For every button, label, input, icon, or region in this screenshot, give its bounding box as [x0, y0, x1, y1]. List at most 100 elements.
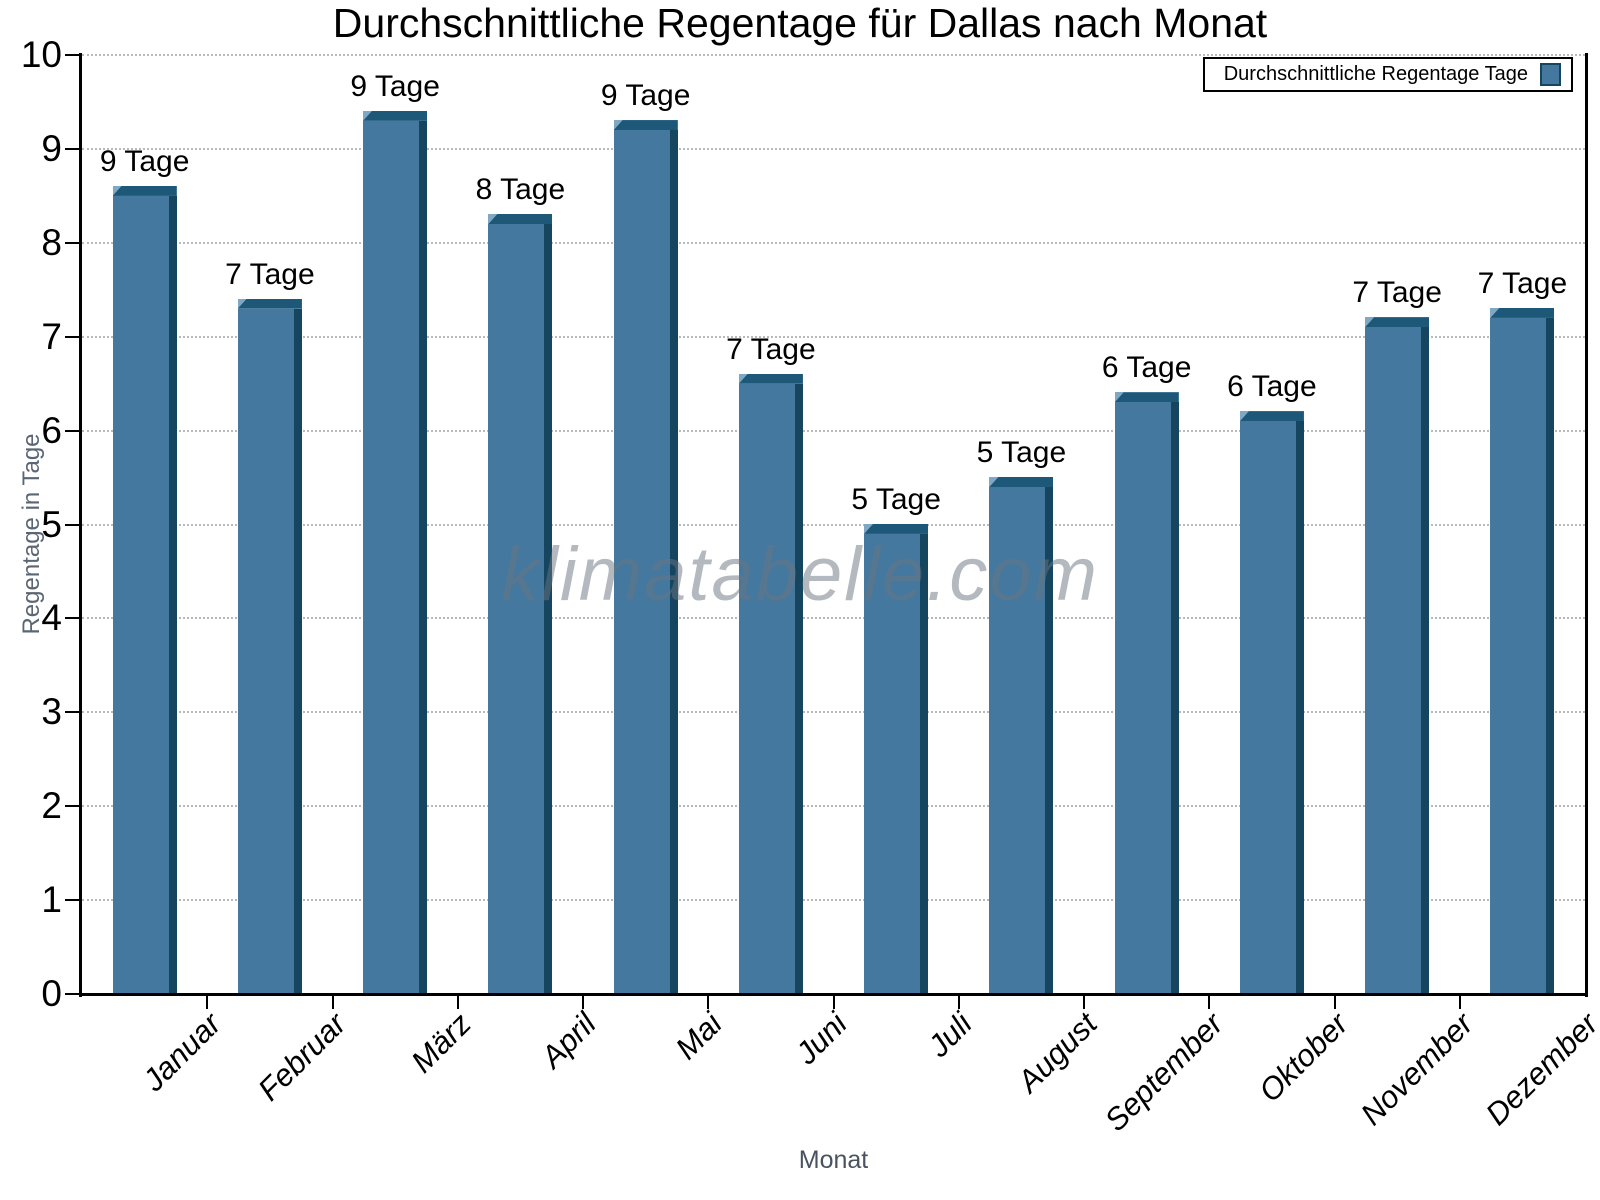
y-tick-9 — [65, 147, 80, 150]
y-tick-3 — [65, 711, 80, 714]
bar-cap-top-Oktober — [1239, 411, 1304, 422]
bar-cap-top-April — [488, 214, 553, 225]
bar-Juni — [738, 383, 795, 994]
bar-cap-September — [1114, 392, 1179, 403]
bar-side-Mai — [669, 130, 678, 994]
bar-value-label-Februar: 7 Tage — [225, 257, 315, 291]
bar-Oktober — [1239, 421, 1296, 994]
gridline-y-5 — [82, 523, 1585, 526]
x-axis-line — [79, 993, 1588, 996]
bar-side-Juli — [920, 533, 929, 994]
y-tick-label-4: 4 — [41, 597, 62, 639]
gridline-y-2 — [82, 805, 1585, 808]
gridline-y-1 — [82, 899, 1585, 902]
bar-side-Januar — [168, 195, 177, 994]
bar-cap-top-März — [363, 110, 428, 121]
bar-Januar — [112, 195, 169, 994]
bar-value-label-März: 9 Tage — [350, 69, 440, 103]
bar-side-März — [419, 120, 428, 994]
plot-right-border — [1585, 53, 1588, 997]
bar-Mai — [613, 130, 670, 994]
legend-swatch — [1540, 63, 1561, 86]
x-tick-11 — [1458, 995, 1461, 1009]
y-tick-4 — [65, 617, 80, 620]
bar-cap-Februar — [237, 298, 302, 309]
gridline-y-8 — [82, 241, 1585, 244]
bar-cap-top-Juli — [864, 523, 929, 534]
bar-November — [1365, 327, 1422, 994]
y-axis-line — [79, 53, 82, 997]
y-tick-label-2: 2 — [41, 785, 62, 827]
bar-September — [1114, 402, 1171, 994]
bar-value-label-Oktober: 6 Tage — [1227, 370, 1317, 404]
x-tick-8 — [1083, 995, 1085, 1009]
y-tick-label-7: 7 — [41, 315, 62, 357]
bar-cap-Oktober — [1239, 411, 1304, 422]
x-tick-1 — [206, 995, 209, 1009]
x-tick-6 — [832, 995, 835, 1009]
gridline-y-6 — [82, 429, 1585, 432]
bar-Juli — [864, 533, 921, 994]
gridline-y-7 — [82, 335, 1585, 338]
bar-side-November — [1421, 327, 1430, 994]
bar-cap-April — [488, 214, 553, 225]
x-tick-10 — [1333, 995, 1336, 1009]
gridline-y-9 — [82, 147, 1585, 150]
bar-cap-top-November — [1365, 317, 1430, 328]
bar-value-label-April: 8 Tage — [475, 173, 566, 207]
gridline-y-3 — [82, 711, 1585, 714]
bar-side-April — [544, 224, 553, 994]
y-tick-8 — [65, 241, 80, 244]
bar-cap-Juli — [864, 523, 929, 534]
bar-side-Juni — [794, 383, 803, 994]
bar-Februar — [237, 308, 294, 994]
bar-cap-top-Dezember — [1490, 307, 1555, 318]
bar-cap-Mai — [613, 120, 678, 131]
watermark: klimatabelle.com — [501, 532, 1099, 617]
bar-cap-November — [1365, 317, 1430, 328]
bar-value-label-Mai: 9 Tage — [600, 79, 691, 113]
x-tick-5 — [707, 995, 710, 1009]
y-tick-1 — [65, 899, 80, 902]
bar-value-label-Januar: 9 Tage — [99, 144, 190, 178]
y-tick-6 — [65, 429, 80, 432]
x-tick-2 — [331, 995, 334, 1009]
bar-value-label-September: 6 Tage — [1101, 351, 1192, 385]
legend-label: Durchschnittliche Regentage Tage — [1223, 63, 1528, 85]
x-tick-9 — [1208, 995, 1211, 1009]
bar-cap-top-Mai — [613, 120, 678, 131]
bar-value-label-Juli: 5 Tage — [851, 482, 941, 516]
bar-side-Oktober — [1295, 421, 1304, 994]
bar-value-label-November: 7 Tage — [1352, 276, 1442, 310]
y-tick-0 — [65, 993, 80, 995]
bar-März — [363, 120, 420, 994]
bar-value-label-Dezember: 7 Tage — [1477, 266, 1568, 300]
bar-April — [488, 224, 545, 994]
bar-cap-top-September — [1114, 392, 1179, 403]
bar-August — [989, 486, 1046, 994]
y-tick-label-3: 3 — [41, 691, 62, 733]
x-axis-title: Monat — [798, 1146, 869, 1174]
bar-cap-top-Juni — [738, 373, 803, 384]
bar-Dezember — [1490, 317, 1547, 994]
bar-cap-August — [989, 476, 1054, 487]
y-tick-label-1: 1 — [41, 879, 62, 921]
legend: Durchschnittliche Regentage Tage — [1203, 57, 1573, 92]
bar-side-August — [1045, 486, 1054, 994]
bar-cap-top-Januar — [112, 185, 177, 196]
bar-cap-Juni — [738, 373, 803, 384]
y-tick-10 — [65, 54, 80, 56]
bar-cap-top-Februar — [237, 298, 302, 309]
bar-value-label-August: 5 Tage — [976, 435, 1067, 469]
y-tick-label-6: 6 — [41, 409, 62, 451]
x-tick-4 — [582, 995, 584, 1009]
y-tick-5 — [65, 523, 80, 526]
bar-side-Dezember — [1546, 317, 1555, 994]
bar-cap-top-August — [989, 476, 1054, 487]
x-tick-3 — [456, 995, 459, 1009]
x-tick-7 — [957, 995, 960, 1009]
y-tick-label-10: 10 — [20, 34, 62, 75]
y-tick-7 — [65, 335, 80, 338]
bar-side-September — [1170, 402, 1179, 994]
